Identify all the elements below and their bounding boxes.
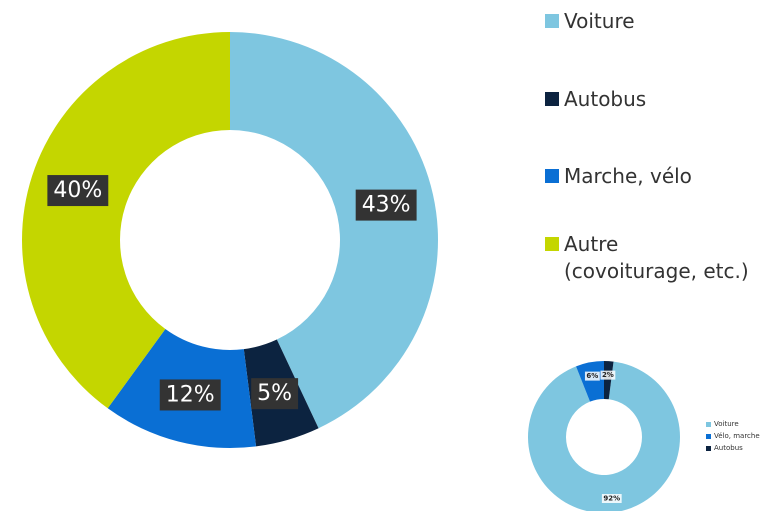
data-label-box — [251, 378, 299, 410]
donut-segment — [604, 361, 614, 400]
data-label-box — [355, 189, 417, 221]
data-label: 92% — [601, 494, 622, 504]
data-label-text: 6% — [586, 372, 598, 380]
data-label-text: 5% — [257, 381, 292, 406]
data-label: 2% — [600, 370, 616, 380]
legend-swatch — [545, 237, 559, 251]
data-label-text: 92% — [603, 495, 620, 503]
legend-label: Marche, vélo — [564, 164, 692, 188]
legend-item: Voiture — [706, 420, 739, 429]
legend-item: Autre (covoiturage, etc.) — [545, 231, 749, 285]
data-label-text: 40% — [53, 178, 102, 203]
legend-label: Autobus — [564, 87, 647, 111]
data-label-box — [47, 175, 109, 207]
data-label-text: 12% — [166, 382, 215, 407]
data-label: 6% — [584, 371, 600, 381]
data-label: 12% — [159, 379, 221, 411]
data-label-text: 2% — [602, 371, 614, 379]
legend-item: Voiture — [545, 8, 635, 35]
legend-item: Autobus — [545, 86, 646, 113]
data-label-text: 43% — [362, 193, 411, 218]
data-label-box — [584, 371, 600, 381]
legend-label: Voiture — [714, 420, 739, 428]
legend-label: Autobus — [714, 444, 743, 452]
data-label: 5% — [251, 378, 299, 410]
legend-swatch — [706, 446, 711, 451]
data-label-box — [159, 379, 221, 411]
donut-segment — [528, 361, 680, 511]
legend-swatch — [545, 14, 559, 28]
legend-label: Autre (covoiturage, etc.) — [564, 232, 749, 283]
data-label: 40% — [47, 175, 109, 207]
legend-item: Vélo, marche — [706, 432, 760, 441]
data-label: 43% — [355, 189, 417, 221]
data-label-box — [601, 494, 622, 504]
legend-item: Marche, vélo — [545, 163, 692, 190]
legend-swatch — [545, 92, 559, 106]
donut-segment — [22, 32, 231, 409]
legend-label: Voiture — [564, 9, 635, 33]
legend-swatch — [545, 169, 559, 183]
donut-segment — [230, 32, 439, 429]
data-label-box — [600, 370, 616, 380]
legend-swatch — [706, 434, 711, 439]
legend-item: Autobus — [706, 444, 743, 453]
donut-segment — [576, 361, 604, 402]
legend-label: Vélo, marche — [714, 432, 760, 440]
legend-swatch — [706, 422, 711, 427]
